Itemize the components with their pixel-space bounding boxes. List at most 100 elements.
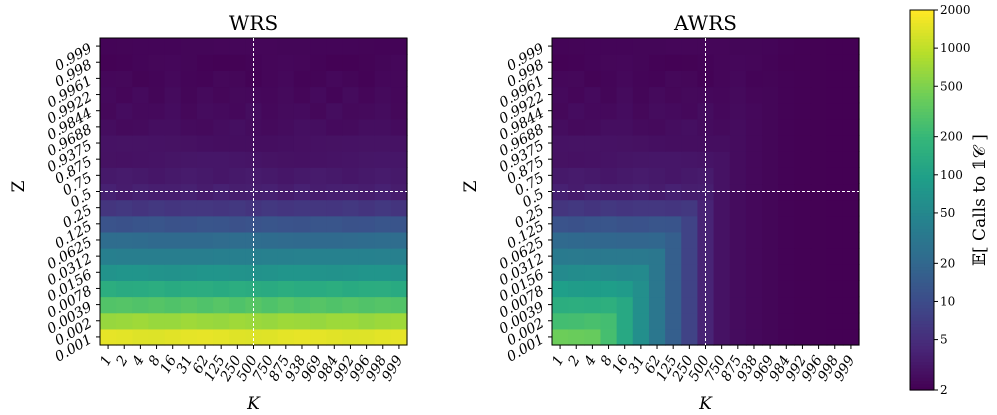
panel2-heatmap-cell [713, 280, 731, 298]
panel2-heatmap-cell [794, 199, 812, 217]
panel2-heatmap-cell [648, 167, 666, 185]
panel2-heatmap-cell [762, 151, 779, 168]
panel1-heatmap-cell [213, 280, 230, 298]
panel2-heatmap-cell [665, 38, 682, 55]
panel1-heatmap-cell [390, 280, 408, 298]
panel1-heatmap-cell [277, 280, 295, 298]
colorbar-band [910, 307, 934, 312]
panel2-heatmap-cell [616, 280, 634, 298]
panel1-heatmap-cell [326, 328, 343, 346]
panel2-heatmap-cell [568, 118, 585, 136]
panel2-heatmap-cell [568, 248, 585, 265]
colorbar-band [910, 86, 934, 90]
panel1-heatmap-cell [116, 231, 133, 249]
panel1-heatmap-cell [229, 151, 247, 168]
panel1-heatmap-cell [180, 118, 198, 136]
panel1-heatmap-cell [116, 70, 133, 88]
panel1-heatmap-cell [100, 231, 117, 249]
panel2-heatmap-cell [826, 231, 844, 249]
panel1-heatmap-cell [164, 183, 182, 201]
panel2-heatmap-cell [729, 264, 747, 281]
panel2-heatmap-cell [665, 328, 682, 346]
panel2-heatmap-cell [778, 70, 795, 88]
panel1-heatmap-cell [116, 183, 133, 201]
panel1-heatmap-cell [293, 231, 311, 249]
panel2-heatmap-cell [778, 134, 795, 152]
panel2-heatmap-cell [665, 296, 682, 314]
panel2-heatmap-cell [713, 183, 731, 201]
panel1-heatmap-cell [277, 231, 295, 249]
panel1-heatmap-cell [132, 231, 150, 249]
panel2-heatmap-cell [745, 264, 763, 281]
panel1-heatmap-cell [148, 167, 166, 185]
panel2-heatmap-cell [745, 38, 763, 55]
panel1-heatmap-cell [148, 231, 166, 249]
panel2-heatmap-cell [665, 167, 682, 185]
panel2-heatmap-cell [616, 296, 634, 314]
colorbar-band [910, 155, 934, 160]
colorbar-tick-label: 200 [940, 130, 963, 144]
panel1-heatmap-cell [213, 70, 230, 88]
panel2-heatmap-cell [681, 280, 699, 298]
panel2-heatmap-cell [794, 215, 812, 233]
panel2-heatmap-cell [600, 102, 618, 120]
colorbar-band [910, 101, 934, 106]
panel1-heatmap-cell [390, 102, 408, 120]
panel2-heatmap-cell [713, 264, 731, 281]
panel1-heatmap-cell [342, 312, 360, 330]
panel2-heatmap-cell [552, 231, 569, 249]
colorbar-band [910, 276, 934, 280]
panel1-heatmap-cell [132, 167, 150, 185]
panel2-heatmap-cell [762, 183, 779, 201]
panel1-heatmap-cell [293, 215, 311, 233]
panel1-heatmap-cell [390, 248, 408, 265]
panel2-heatmap-cell [810, 215, 828, 233]
panel1-heatmap-cell [245, 328, 263, 346]
panel2-heatmap-cell [616, 248, 634, 265]
panel2-heatmap-cell [584, 102, 602, 120]
colorbar-frame [909, 9, 935, 391]
panel1-heatmap-cell [229, 215, 247, 233]
panel2-heatmap-cell [762, 328, 779, 346]
panel1-heatmap-cell [196, 231, 214, 249]
colorbar-label: 𝔼[ Calls to 𝟙𝒞 ] [970, 134, 990, 266]
panel1-heatmap-cell [148, 264, 166, 281]
panel1-heatmap-cell [310, 134, 327, 152]
panel2-heatmap-cell [794, 134, 812, 152]
panel1-heatmap-cell [326, 248, 343, 265]
panel1-heatmap-cell [261, 264, 279, 281]
panel2-heatmap-cell [729, 199, 747, 217]
panel2-heatmap-cell [665, 151, 682, 168]
colorbar-band [910, 238, 934, 242]
panel1-heatmap-cell [277, 264, 295, 281]
panel1-heatmap-cell [277, 167, 295, 185]
panel1-heatmap-cell [390, 296, 408, 314]
panel1-heatmap-cell [358, 38, 376, 55]
panel1-heatmap-cell [310, 312, 327, 330]
panel1-heatmap-cell [213, 215, 230, 233]
panel2-heatmap-cell [826, 264, 844, 281]
panel2-heatmap-cell [584, 151, 602, 168]
panel2-heatmap-cell [842, 215, 860, 233]
colorbar-band [910, 57, 934, 62]
panel2-heatmap-cell [632, 312, 650, 330]
panel1-heatmap-cell [100, 102, 117, 120]
panel1-heatmap-cell [100, 151, 117, 168]
panel2-heatmap-cell [729, 70, 747, 88]
colorbar-band [910, 16, 934, 21]
panel1-heatmap-cell [164, 102, 182, 120]
panel2-heatmap-cell [729, 86, 747, 104]
panel2-heatmap-cell [568, 70, 585, 88]
panel1-x-tick-label: 16 [157, 353, 180, 377]
panel2-heatmap-cell [762, 296, 779, 314]
panel2-heatmap-cell [681, 118, 699, 136]
panel1-heatmap-cell [277, 38, 295, 55]
colorbar-band [910, 383, 934, 388]
colorbar-band [910, 310, 934, 315]
panel1-heatmap-cell [390, 134, 408, 152]
colorbar-band [910, 260, 934, 264]
panel1-heatmap-cell [293, 264, 311, 281]
colorbar-band [910, 124, 934, 128]
panel1-heatmap-cell [261, 151, 279, 168]
panel1-heatmap-cell [277, 248, 295, 265]
